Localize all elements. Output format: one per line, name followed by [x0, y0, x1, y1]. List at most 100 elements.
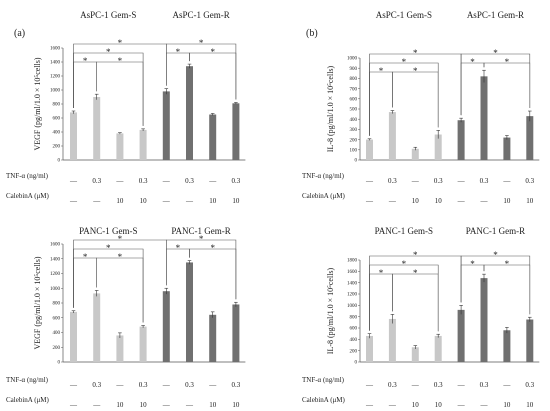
bar	[70, 311, 77, 362]
y-tick-label: 500	[350, 108, 358, 113]
significance-bracket	[483, 62, 531, 109]
bar	[480, 76, 488, 160]
row-label-tnf: TNF-α (ng/ml)	[6, 172, 49, 180]
significance-bracket	[392, 273, 439, 332]
calebin-cell: —	[365, 401, 374, 409]
bar	[480, 278, 488, 362]
group-title-resistant: AsPC-1 Gem-R	[467, 10, 524, 20]
bar	[116, 133, 124, 160]
significance-star: *	[210, 243, 215, 253]
tnf-cell: —	[457, 177, 466, 185]
calebin-cell: 10	[116, 401, 124, 409]
tnf-cell: —	[162, 381, 171, 389]
tnf-cell: 0.3	[525, 177, 534, 185]
group-title-sensitive: AsPC-1 Gem-S	[80, 10, 136, 20]
bar	[457, 309, 465, 362]
calebin-cell: —	[457, 401, 466, 409]
calebin-cell: —	[388, 197, 397, 205]
y-tick-label: 800	[53, 302, 61, 307]
y-tick-label: 200	[350, 349, 358, 354]
bar	[411, 148, 419, 160]
tnf-cell: —	[502, 177, 511, 185]
y-tick-label: 800	[53, 103, 61, 108]
calebin-cell: —	[162, 197, 171, 205]
y-axis-label: VEGF (pg/ml/1.0 × 10⁵cells)	[33, 256, 42, 349]
y-tick-label: 600	[53, 117, 61, 122]
tnf-cell: 0.3	[139, 177, 148, 185]
significance-bracket	[96, 61, 144, 126]
significance-star: *	[402, 57, 407, 67]
bar	[139, 326, 147, 362]
tnf-cell: 0.3	[434, 177, 443, 185]
y-tick-label: 1000	[50, 89, 61, 94]
group-title-resistant: AsPC-1 Gem-R	[172, 10, 229, 20]
y-tick-label: 200	[350, 138, 358, 143]
significance-star: *	[470, 57, 475, 67]
tnf-cell: 0.3	[480, 177, 489, 185]
y-tick-label: 1000	[347, 57, 358, 62]
significance-star: *	[118, 38, 123, 48]
calebin-cell: —	[185, 401, 194, 409]
significance-star: *	[505, 57, 510, 67]
calebin-cell: —	[92, 197, 101, 205]
tnf-cell: —	[69, 381, 78, 389]
y-tick-label: 600	[350, 98, 358, 103]
y-tick-label: 1400	[347, 281, 358, 286]
significance-bracket	[96, 257, 144, 323]
y-tick-label: 100	[350, 149, 358, 154]
calebin-cell: —	[457, 197, 466, 205]
tnf-cell: —	[411, 381, 420, 389]
significance-star: *	[176, 47, 181, 57]
calebin-cell: 10	[435, 197, 443, 205]
tnf-cell: —	[457, 381, 466, 389]
y-tick-label: 700	[350, 87, 358, 92]
calebin-cell: 10	[526, 401, 534, 409]
panel-label: (b)	[306, 28, 318, 39]
tnf-cell: 0.3	[434, 381, 443, 389]
bar	[232, 304, 240, 362]
y-tick-label: 1200	[347, 293, 358, 298]
row-label-calebin: CalebinA (μM)	[302, 192, 345, 200]
tnf-cell: 0.3	[92, 381, 101, 389]
calebin-cell: —	[480, 197, 489, 205]
significance-star: *	[176, 243, 181, 253]
significance-star: *	[470, 259, 475, 269]
y-axis-label: IL-8 (pg/ml/1.0 × 10⁵cells)	[326, 267, 335, 354]
y-tick-label: 1000	[347, 304, 358, 309]
row-label-calebin: CalebinA (μM)	[302, 396, 345, 404]
calebin-cell: 10	[412, 401, 420, 409]
calebin-cell: 10	[209, 401, 217, 409]
y-tick-label: 400	[350, 118, 358, 123]
tnf-cell: —	[365, 177, 374, 185]
tnf-cell: —	[365, 381, 374, 389]
calebin-cell: —	[92, 401, 101, 409]
significance-star: *	[413, 250, 418, 260]
y-tick-label: 400	[53, 131, 61, 136]
group-title-resistant: PANC-1 Gem-R	[466, 226, 525, 236]
y-tick-label: 1400	[50, 61, 61, 66]
calebin-cell: —	[365, 197, 374, 205]
row-label-tnf: TNF-α (ng/ml)	[302, 172, 345, 180]
bar	[186, 262, 193, 362]
y-tick-label: 0	[355, 361, 358, 366]
tnf-cell: —	[115, 177, 124, 185]
tnf-cell: 0.3	[232, 177, 241, 185]
y-tick-label: 300	[350, 128, 358, 133]
row-label-calebin: CalebinA (μM)	[6, 396, 49, 404]
tnf-cell: —	[502, 381, 511, 389]
tnf-cell: —	[115, 381, 124, 389]
bar	[93, 97, 101, 160]
y-tick-label: 400	[350, 338, 358, 343]
tnf-cell: —	[162, 177, 171, 185]
calebin-cell: 10	[140, 197, 148, 205]
bar	[116, 335, 124, 362]
y-axis-label: VEGF (pg/ml/1.0 × 10⁵cells)	[33, 57, 42, 150]
y-tick-label: 800	[350, 77, 358, 82]
tnf-cell: 0.3	[480, 381, 489, 389]
group-title-sensitive: AsPC-1 Gem-S	[376, 10, 432, 20]
tnf-cell: 0.3	[232, 381, 241, 389]
bar	[526, 116, 534, 160]
calebin-cell: 10	[503, 197, 511, 205]
significance-star: *	[493, 250, 498, 260]
significance-bracket	[189, 248, 237, 300]
